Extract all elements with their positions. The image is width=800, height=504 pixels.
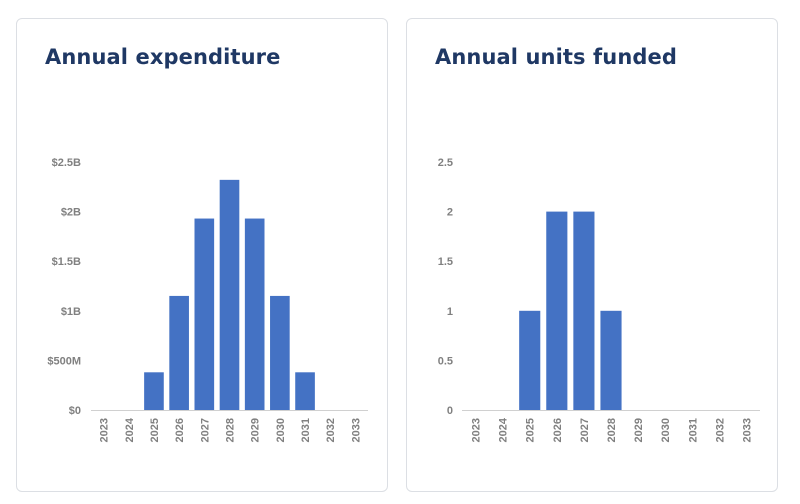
x-tick-label: 2031 bbox=[687, 418, 699, 442]
units-chart-card: Annual units funded 0 0.5 1 1.5 2 2.5 2023 2024… bbox=[406, 18, 778, 492]
bar-2027 bbox=[573, 211, 595, 410]
y-tick-label: $500M bbox=[47, 355, 81, 367]
expenditure-chart-card: Annual expenditure $0 $500M $1B $1.5B $2B $2.… bbox=[16, 18, 388, 492]
x-tick-label: 2023 bbox=[99, 418, 111, 442]
y-tick-label: $2.5B bbox=[52, 157, 81, 169]
x-tick-label: 2026 bbox=[552, 418, 564, 442]
y-tick-label: $1.5B bbox=[52, 256, 81, 268]
x-tick-label: 2032 bbox=[325, 418, 337, 442]
x-tick-label: 2030 bbox=[660, 418, 672, 442]
y-tick-label: 0 bbox=[447, 405, 453, 417]
x-tick-label: 2024 bbox=[124, 417, 136, 442]
y-tick-label: 0.5 bbox=[438, 355, 453, 367]
bar-2030 bbox=[270, 295, 290, 410]
x-tick-label: 2033 bbox=[741, 418, 753, 442]
x-tick-label: 2028 bbox=[225, 418, 237, 442]
chart-title: Annual expenditure bbox=[45, 45, 281, 69]
x-tick-label: 2027 bbox=[579, 418, 591, 442]
y-tick-label: $2B bbox=[61, 207, 81, 219]
y-tick-label: 1 bbox=[447, 306, 453, 318]
x-tick-label: 2033 bbox=[350, 418, 362, 442]
x-tick-label: 2032 bbox=[714, 418, 726, 442]
y-tick-label: 2 bbox=[447, 207, 453, 219]
bar-2025 bbox=[144, 372, 164, 410]
units-chart: 0 0.5 1 1.5 2 2.5 2023 2024 2025 2026 2027 2028 2029… bbox=[438, 157, 760, 442]
bar-2025 bbox=[519, 310, 541, 410]
x-tick-label: 2030 bbox=[275, 418, 287, 442]
x-tick-label: 2031 bbox=[300, 418, 312, 442]
bar-2029 bbox=[244, 218, 265, 410]
bar-2031 bbox=[295, 372, 315, 410]
bar-2026 bbox=[546, 211, 568, 410]
x-tick-label: 2027 bbox=[199, 418, 211, 442]
x-tick-label: 2028 bbox=[606, 418, 618, 442]
x-tick-label: 2029 bbox=[250, 418, 262, 442]
bar-2028 bbox=[600, 310, 622, 410]
x-tick-label: 2025 bbox=[149, 418, 161, 442]
y-tick-label: 2.5 bbox=[438, 157, 453, 169]
bar-2026 bbox=[169, 295, 189, 410]
expenditure-chart: $0 $500M $1B $1.5B $2B $2.5B 2023 2024 2025 2026 2… bbox=[47, 157, 368, 442]
y-tick-label: $1B bbox=[61, 306, 81, 318]
x-tick-label: 2023 bbox=[471, 418, 483, 442]
x-tick-label: 2024 bbox=[498, 417, 510, 442]
y-tick-label: $0 bbox=[69, 405, 81, 417]
y-tick-label: 1.5 bbox=[438, 256, 453, 268]
x-tick-label: 2025 bbox=[525, 418, 537, 442]
chart-title: Annual units funded bbox=[435, 45, 677, 69]
bar-2027 bbox=[194, 218, 215, 410]
x-tick-label: 2026 bbox=[174, 418, 186, 442]
x-tick-label: 2029 bbox=[633, 418, 645, 442]
bar-2028 bbox=[219, 179, 240, 410]
